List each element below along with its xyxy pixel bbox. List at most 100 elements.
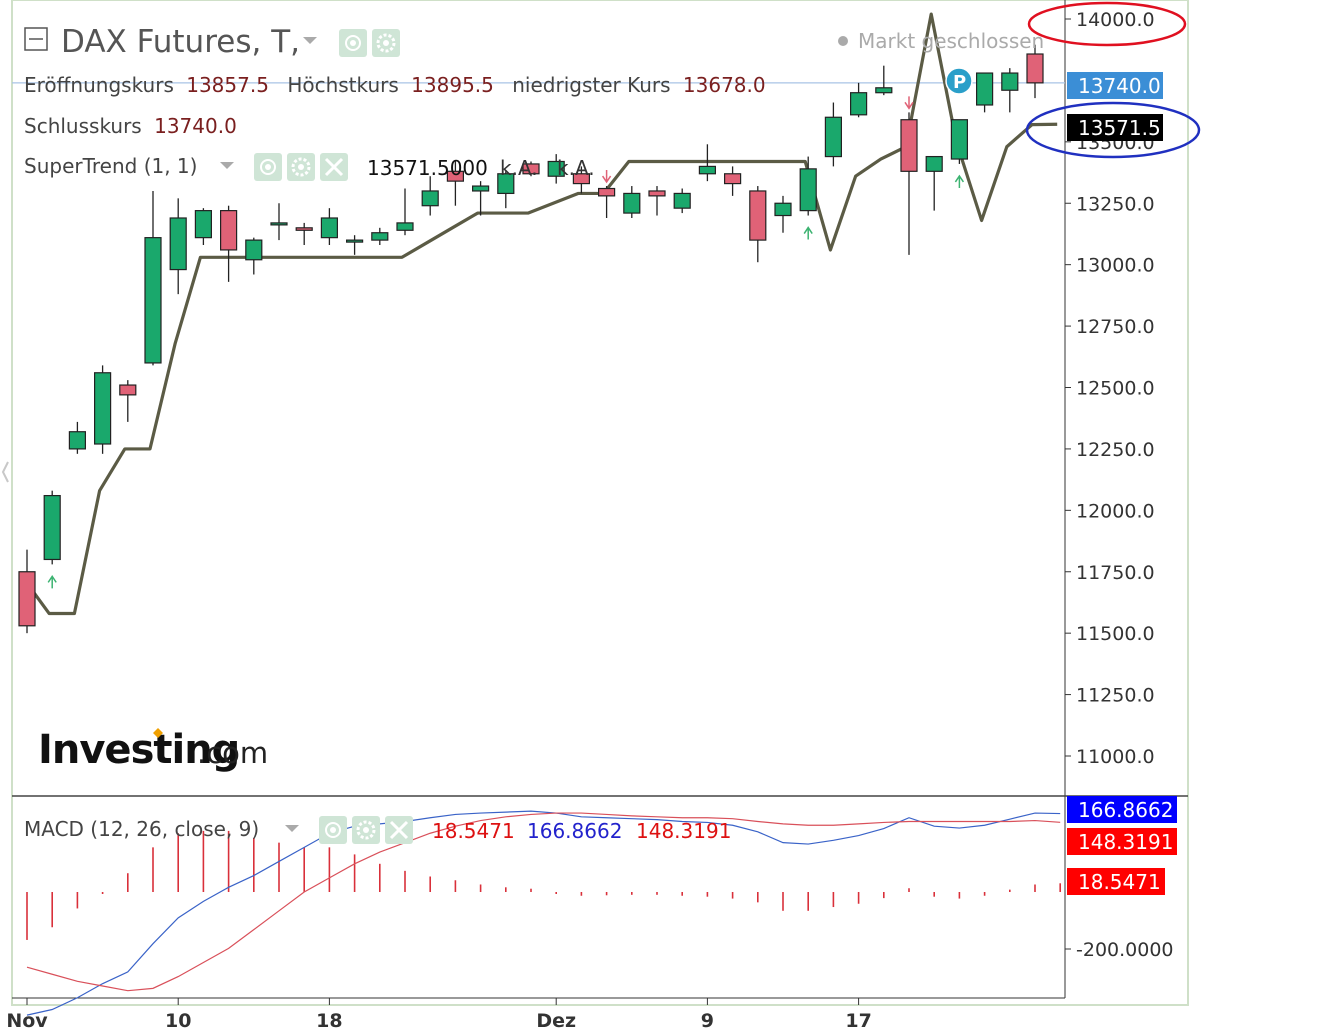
price-tick-label: 13000.0: [1076, 255, 1155, 277]
candle: [346, 235, 364, 255]
candle: [245, 237, 263, 275]
gear-icon[interactable]: [372, 29, 400, 57]
candle-body: [698, 165, 717, 175]
supertrend-eye-icon[interactable]: [254, 153, 282, 181]
macd-axis-tick-label: -200.0000: [1076, 939, 1174, 961]
candle: [824, 102, 843, 167]
macd-header: MACD (12, 26, close, 9) 18.5471 166.8662…: [24, 816, 731, 844]
candle: [597, 186, 616, 218]
candle-body: [421, 190, 439, 207]
supertrend-sell-arrow-icon: [904, 96, 914, 110]
ohlc-line: Eröffnungskurs 13857.5 Höchstkurs 13895.…: [24, 73, 766, 97]
supertrend-price-tag-text: 13571.5: [1078, 116, 1161, 140]
candle-body: [799, 168, 817, 212]
candle-body: [396, 222, 414, 231]
supertrend-label[interactable]: SuperTrend (1, 1): [24, 154, 197, 178]
price-axis-ticks: 11000.0 11250.0 11500.0 11750.0 12000.0 12250…: [1065, 9, 1155, 768]
signal-arrow: [803, 226, 813, 240]
macd-line: [26, 810, 1061, 1016]
candle-body: [648, 190, 666, 197]
candle-body: [270, 222, 288, 226]
candle: [900, 112, 918, 255]
supertrend-close-icon[interactable]: [320, 153, 348, 181]
macd-gear-icon[interactable]: [352, 816, 380, 844]
candle: [320, 208, 338, 246]
low-label: niedrigster Kurs: [512, 73, 670, 97]
signal-arrow: [954, 174, 965, 188]
candle: [43, 490, 61, 565]
candle: [925, 155, 943, 211]
investing-logo: Investing .com: [38, 727, 268, 773]
candle-body: [194, 210, 212, 239]
left-scroll-handle[interactable]: [1, 461, 9, 483]
candle: [144, 190, 162, 366]
last-price-tag: 13740.0: [1067, 72, 1163, 99]
eye-icon[interactable]: [339, 29, 367, 57]
candle-body: [18, 571, 36, 627]
macd-close-icon[interactable]: [385, 816, 413, 844]
logo-suffix-text: .com: [197, 736, 268, 770]
market-status-text: Markt geschlossen: [858, 29, 1044, 53]
candle-body: [346, 239, 364, 243]
symbol-dropdown-icon[interactable]: [303, 37, 317, 44]
candle-body: [320, 217, 338, 239]
high-label: Höchstkurs: [287, 73, 399, 97]
macd-signal-value: 148.3191: [636, 819, 731, 843]
symbol-title[interactable]: DAX Futures, T,: [61, 24, 300, 60]
candle-body: [925, 155, 943, 172]
signal-arrow: [47, 575, 57, 589]
candle: [849, 82, 868, 118]
candle-body: [446, 170, 464, 182]
supertrend-dropdown-icon[interactable]: [220, 162, 234, 169]
candle-body: [950, 119, 969, 160]
candle: [698, 144, 717, 182]
macd-label[interactable]: MACD (12, 26, close, 9): [24, 817, 259, 841]
supertrend-price-tag: 13571.5: [1067, 114, 1163, 141]
candle-body: [824, 116, 843, 158]
red-annotation-ellipse: [1027, 1, 1187, 47]
candle-body: [1001, 72, 1019, 91]
candle-body: [900, 119, 918, 172]
close-label: Schlusskurs: [24, 114, 142, 138]
candle: [119, 380, 137, 422]
chart-frame: [11, 0, 1189, 1006]
time-tick-label: 17: [845, 1010, 871, 1032]
candle-body: [623, 192, 641, 214]
candle: [1026, 44, 1044, 99]
price-tick-label: 11750.0: [1076, 562, 1155, 584]
candle: [774, 195, 792, 233]
macd-eye-icon[interactable]: [319, 816, 347, 844]
candle: [18, 549, 36, 634]
chart-header: DAX Futures, T, Markt geschlossen Eröffn…: [24, 24, 1044, 181]
candle-body: [875, 87, 893, 94]
candle: [875, 65, 893, 96]
low-value: 13678.0: [683, 73, 766, 97]
open-value: 13857.5: [186, 73, 269, 97]
candle: [295, 222, 313, 246]
macd-value-tag-text: 166.8662: [1078, 798, 1173, 822]
candle-body: [774, 202, 792, 217]
time-tick-label: 10: [165, 1010, 191, 1032]
candle: [572, 166, 591, 194]
price-tick-label: 12000.0: [1076, 500, 1155, 522]
candle: [396, 188, 414, 236]
p-badge[interactable]: P: [945, 67, 973, 95]
macd-dropdown-icon[interactable]: [285, 825, 299, 832]
supertrend-buy-arrow-icon: [47, 575, 57, 589]
histogram-value-tag-text: 18.5471: [1078, 870, 1161, 894]
supertrend-value: 13571.5000: [367, 156, 488, 180]
price-tick-label: 11250.0: [1076, 685, 1155, 707]
candle: [673, 188, 691, 214]
p-badge-text: P: [953, 72, 966, 93]
candle: [749, 186, 767, 263]
time-tick-label: Dez: [536, 1010, 576, 1032]
candle-body: [295, 227, 313, 231]
price-tick-label: 12750.0: [1076, 316, 1155, 338]
collapse-icon[interactable]: [24, 27, 48, 51]
supertrend-gear-icon[interactable]: [287, 153, 315, 181]
macd-axis-tick: -200.0000: [1065, 939, 1174, 961]
market-status-dot-icon: [838, 36, 848, 46]
candle: [522, 161, 540, 177]
candle-body: [723, 173, 742, 185]
logo-main-text: Investing: [38, 727, 239, 773]
